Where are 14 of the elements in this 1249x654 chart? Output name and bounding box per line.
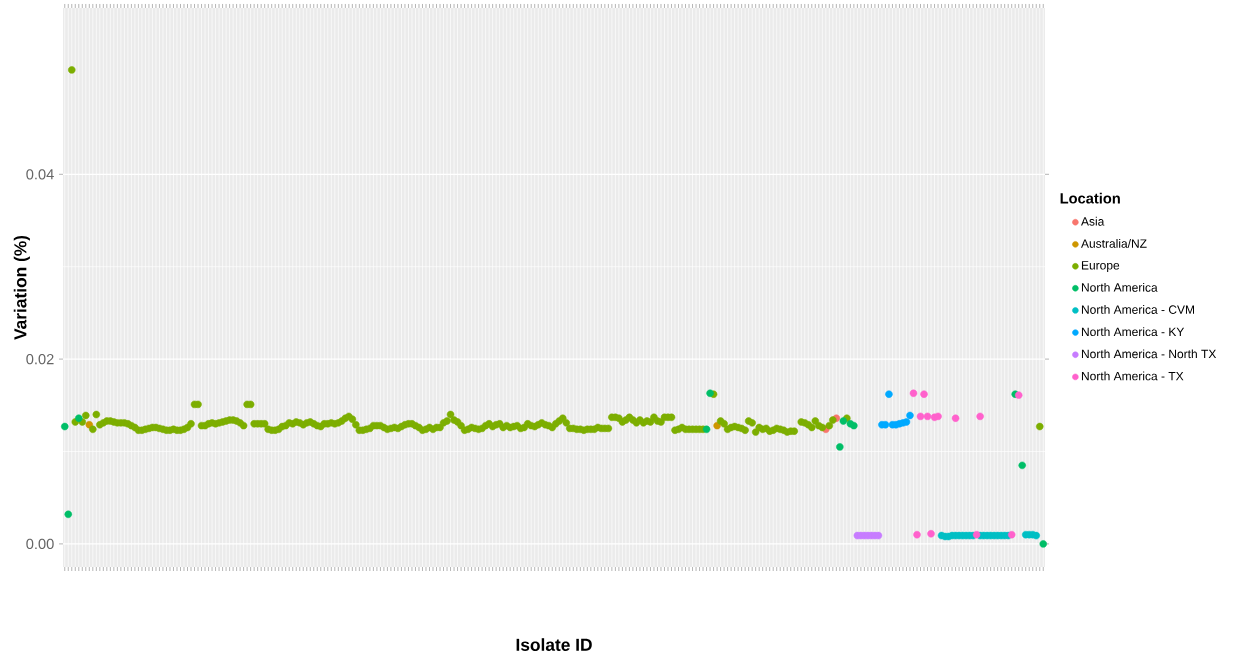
legend-label: North America - North TX	[1081, 349, 1217, 359]
y-axis-title: Variation (%)	[13, 235, 30, 340]
legend-label: North America - KY	[1081, 327, 1185, 337]
y-tick-label: 0.02	[26, 353, 54, 365]
legend-label: North America	[1081, 282, 1158, 292]
legend-label: North America - TX	[1081, 371, 1184, 381]
legend-title: Location	[1060, 192, 1120, 204]
legend-label: Asia	[1081, 216, 1105, 226]
legend-label: Europe	[1081, 261, 1120, 272]
x-axis-title: Isolate ID	[516, 638, 592, 651]
y-tick-label: 0.04	[26, 169, 54, 180]
y-tick-label: 0.00	[26, 538, 54, 550]
legend-label: Australia/NZ	[1081, 239, 1147, 248]
legend-label: North America - CVM	[1081, 305, 1195, 314]
